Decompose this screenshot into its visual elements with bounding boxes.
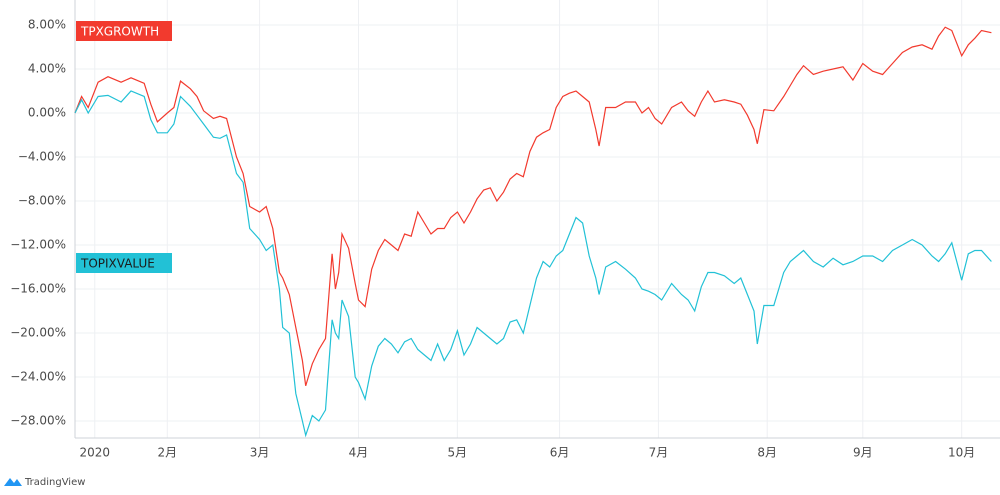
- x-tick-label: 2月: [157, 446, 177, 460]
- legend-label: TOPIXVALUE: [80, 257, 155, 271]
- x-tick-label: 8月: [757, 446, 777, 460]
- logo-icon: [4, 478, 22, 486]
- labels: 8.00% 4.00% 0.00% −4.00% −8.00% −12.00% −16.00…: [10, 17, 975, 459]
- y-tick-label: −12.00%: [10, 237, 66, 251]
- y-tick-label: −24.00%: [10, 369, 66, 383]
- watermark: TradingView: [24, 477, 85, 488]
- grid: [75, 0, 1000, 438]
- series-label-box: [76, 253, 172, 273]
- x-tick-label: 3月: [250, 446, 270, 460]
- y-tick-label: −16.00%: [10, 281, 66, 295]
- y-tick-label: −20.00%: [10, 325, 66, 339]
- x-tick-label: 7月: [649, 446, 669, 460]
- series-line: [74, 90, 992, 438]
- x-tick-label: 6月: [550, 446, 570, 460]
- x-tick-label: 9月: [853, 446, 873, 460]
- series-line: [74, 26, 992, 386]
- y-tick-label: 0.00%: [28, 105, 66, 119]
- lines: [74, 26, 992, 438]
- series-label-box: [76, 21, 172, 41]
- legend-label: TPXGROWTH: [80, 25, 159, 39]
- y-tick-label: 8.00%: [28, 17, 66, 31]
- y-tick-label: −28.00%: [10, 413, 66, 427]
- x-tick-label: 2020: [80, 446, 111, 460]
- y-tick-label: 4.00%: [28, 61, 66, 75]
- logo: TradingView: [4, 477, 85, 488]
- y-tick-label: −8.00%: [18, 193, 66, 207]
- y-tick-label: −4.00%: [18, 149, 66, 163]
- x-tick-label: 4月: [349, 446, 369, 460]
- x-tick-label: 10月: [948, 446, 975, 460]
- x-tick-label: 5月: [448, 446, 468, 460]
